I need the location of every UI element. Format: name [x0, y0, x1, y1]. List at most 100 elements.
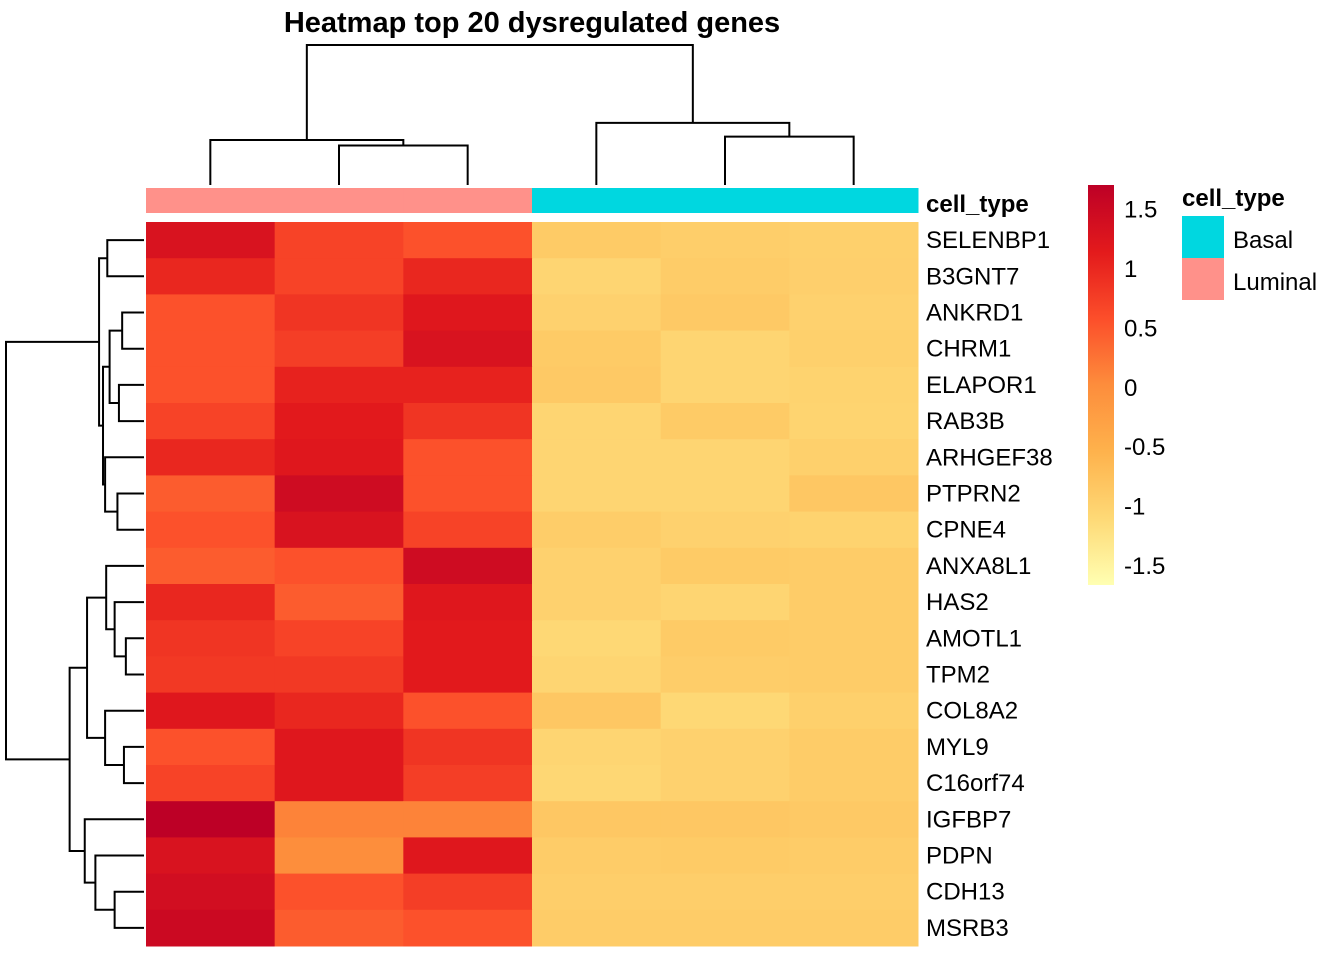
row-label: RAB3B	[926, 408, 1005, 435]
dendrogram-branch	[305, 44, 694, 141]
heatmap-cell	[532, 909, 662, 947]
heatmap-cell	[532, 475, 662, 513]
heatmap-cell	[660, 547, 790, 585]
annotation-legend: Basal Luminal	[1182, 216, 1317, 300]
heatmap-cell	[660, 366, 790, 404]
heatmap-cell	[660, 294, 790, 332]
annotation-cell	[789, 188, 919, 213]
heatmap-cell	[403, 366, 533, 404]
dendrogram-branch	[104, 456, 144, 513]
heatmap-cell	[274, 403, 404, 440]
heatmap-cell	[146, 837, 276, 875]
heatmap-cell	[789, 728, 919, 766]
colorbar	[1088, 185, 1114, 585]
annotation-cell	[274, 188, 404, 213]
column-dendrogram	[209, 44, 855, 185]
heatmap-cell	[274, 547, 404, 585]
dendrogram-branch	[209, 139, 405, 185]
heatmap-cell	[660, 728, 790, 766]
heatmap-cell	[146, 765, 276, 802]
legend-label: Luminal	[1233, 269, 1317, 296]
dendrogram-branch	[68, 666, 88, 852]
row-dendrogram	[5, 239, 144, 929]
heatmap-cell	[532, 837, 662, 875]
row-label: PDPN	[926, 843, 993, 870]
colorbar-ticks: 1.5 1 0.5 0 -0.5 -1 -1.5	[1124, 197, 1165, 580]
heatmap-cell	[789, 403, 919, 440]
heatmap-cell	[532, 692, 662, 730]
heatmap-cell	[532, 584, 662, 621]
heatmap-cell	[789, 222, 919, 259]
heatmap-cell	[532, 873, 662, 911]
heatmap-cell	[146, 511, 276, 549]
row-label: TPM2	[926, 662, 990, 689]
heatmap-cell	[789, 873, 919, 911]
heatmap-cell	[789, 258, 919, 295]
heatmap-cell	[789, 620, 919, 657]
heatmap-cell	[274, 258, 404, 295]
heatmap-cell	[789, 475, 919, 513]
dendrogram-branch	[124, 637, 144, 676]
legend-label: Basal	[1233, 227, 1293, 254]
dendrogram-branch	[5, 340, 100, 761]
dendrogram-branch	[108, 329, 123, 404]
heatmap-cell	[274, 837, 404, 875]
dendrogram-branch	[724, 135, 855, 185]
row-labels: SELENBP1 B3GNT7 ANKRD1 CHRM1 ELAPOR1 RAB3B ARH…	[926, 227, 1053, 942]
heatmap-cell	[532, 511, 662, 549]
colorbar-tick-label: 0.5	[1124, 315, 1157, 342]
heatmap-cell	[274, 511, 404, 549]
annotation-label: cell_type	[926, 191, 1029, 218]
heatmap-cell	[274, 873, 404, 911]
heatmap-cell	[403, 909, 533, 947]
heatmap-cell	[146, 258, 276, 295]
row-label: CHRM1	[926, 336, 1011, 363]
heatmap-cell	[274, 620, 404, 657]
heatmap-cell	[274, 330, 404, 368]
dendrogram-branch	[83, 818, 144, 884]
heatmap-cell	[532, 801, 662, 838]
heatmap-cell	[146, 222, 276, 259]
heatmap-cell	[789, 294, 919, 332]
heatmap-cell	[789, 656, 919, 694]
heatmap-cell	[789, 765, 919, 802]
dendrogram-branch	[595, 121, 791, 185]
heatmap-cell	[274, 801, 404, 838]
heatmap-cell	[403, 222, 533, 259]
colorbar-tick-label: 0	[1124, 375, 1137, 402]
heatmap-cell	[146, 330, 276, 368]
heatmap-cell	[532, 366, 662, 404]
row-label: ANXA8L1	[926, 553, 1031, 580]
heatmap-cell	[660, 439, 790, 476]
heatmap-cell	[146, 584, 276, 621]
legend-swatch	[1182, 216, 1224, 258]
heatmap-cell	[403, 547, 533, 585]
heatmap-cell	[660, 692, 790, 730]
dendrogram-branch	[122, 745, 144, 785]
row-label: AMOTL1	[926, 625, 1022, 652]
heatmap-cells	[146, 222, 919, 947]
heatmap-cell	[660, 801, 790, 838]
dendrogram-branch	[86, 596, 107, 739]
legend-swatch	[1182, 258, 1224, 300]
row-label: IGFBP7	[926, 806, 1011, 833]
row-label: ELAPOR1	[926, 372, 1037, 399]
heatmap-cell	[789, 547, 919, 585]
heatmap-cell	[274, 692, 404, 730]
heatmap-cell	[274, 475, 404, 513]
heatmap-cell	[146, 439, 276, 476]
heatmap-cell	[789, 366, 919, 404]
heatmap-cell	[532, 728, 662, 766]
row-label: SELENBP1	[926, 227, 1050, 254]
row-label: B3GNT7	[926, 263, 1019, 290]
dendrogram-branch	[94, 854, 144, 911]
heatmap-cell	[403, 728, 533, 766]
heatmap-cell	[403, 692, 533, 730]
heatmap-cell	[146, 475, 276, 513]
heatmap-cell	[660, 837, 790, 875]
heatmap-cell	[660, 909, 790, 947]
heatmap-cell	[789, 837, 919, 875]
dendrogram-branch	[116, 492, 144, 531]
heatmap-cell	[789, 330, 919, 368]
heatmap-cell	[532, 765, 662, 802]
